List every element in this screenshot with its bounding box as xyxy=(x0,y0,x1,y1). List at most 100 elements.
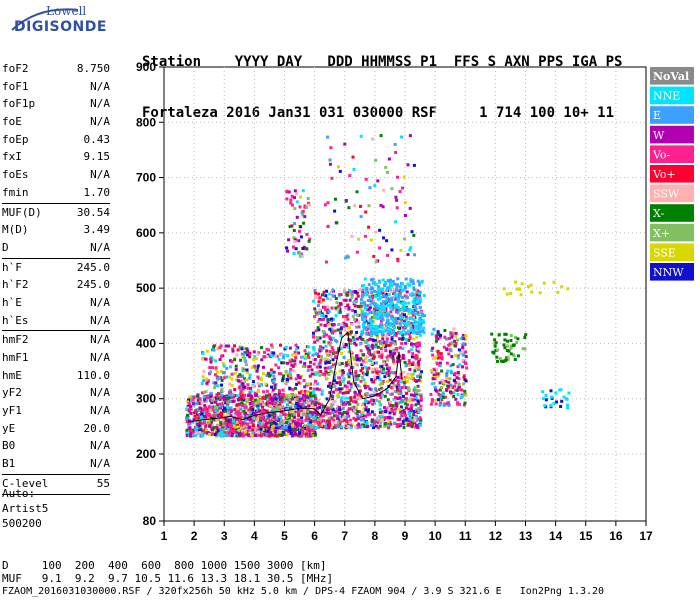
echo-point xyxy=(336,417,340,420)
x-tick-label: 11 xyxy=(459,529,472,543)
echo-point xyxy=(387,407,391,411)
echo-point xyxy=(304,391,308,395)
echo-point xyxy=(312,382,316,386)
echo-point xyxy=(443,329,447,332)
echo-point xyxy=(188,407,192,411)
echo-point xyxy=(355,190,359,194)
echo-point xyxy=(416,329,420,333)
echo-point xyxy=(400,135,403,139)
echo-point xyxy=(314,313,318,316)
echo-point xyxy=(258,395,262,399)
echo-point xyxy=(291,402,295,406)
echo-point xyxy=(294,386,297,390)
echo-point xyxy=(407,350,411,354)
echo-point xyxy=(308,364,312,368)
echo-point xyxy=(293,393,297,397)
echo-point xyxy=(372,316,376,319)
echo-point xyxy=(346,291,350,295)
echo-point xyxy=(348,388,352,392)
footer-file-info: FZAOM_2016031030000.RSF / 320fx256h 50 k… xyxy=(2,586,605,597)
echo-point xyxy=(566,406,570,410)
param-value: N/A xyxy=(90,386,110,400)
echo-point xyxy=(305,398,309,402)
echo-point xyxy=(387,424,391,428)
echo-point xyxy=(205,428,209,432)
echo-point xyxy=(354,400,358,404)
echo-point xyxy=(316,326,320,330)
echo-point xyxy=(376,335,379,339)
echo-point xyxy=(303,426,307,430)
echo-point xyxy=(278,407,282,411)
echo-point xyxy=(260,424,264,428)
param-name: M(D) xyxy=(2,223,29,237)
echo-point xyxy=(363,365,367,369)
echo-point xyxy=(326,201,330,205)
logo-text-digisonde: DIGISONDE xyxy=(14,19,107,35)
echo-point xyxy=(517,287,521,291)
echo-point xyxy=(415,331,419,335)
echo-point xyxy=(392,412,396,416)
echo-point xyxy=(244,410,247,414)
echo-point xyxy=(368,295,372,299)
echo-point xyxy=(256,424,260,427)
echo-point xyxy=(265,389,269,393)
echo-point xyxy=(251,428,255,432)
echo-point xyxy=(371,356,375,360)
echo-point xyxy=(346,303,350,307)
echo-point xyxy=(334,355,337,359)
echo-point xyxy=(272,397,276,400)
echo-point xyxy=(407,308,411,311)
echo-point xyxy=(266,400,270,404)
echo-point xyxy=(318,388,322,392)
echo-point xyxy=(354,290,358,294)
echo-point xyxy=(382,418,386,422)
echo-point xyxy=(286,403,290,407)
echo-point xyxy=(363,384,367,388)
echo-point xyxy=(298,229,301,233)
echo-point xyxy=(273,386,277,390)
echo-point xyxy=(222,364,226,368)
echo-point xyxy=(380,302,384,306)
echo-point xyxy=(298,252,302,256)
echo-point xyxy=(410,321,414,325)
echo-point xyxy=(248,355,252,359)
echo-point xyxy=(382,324,386,328)
echo-point xyxy=(293,240,297,244)
echo-point xyxy=(435,362,439,366)
echo-point xyxy=(416,300,419,304)
echo-point xyxy=(430,349,434,353)
echo-point xyxy=(243,430,247,434)
echo-point xyxy=(385,288,388,292)
echo-point xyxy=(313,340,317,344)
echo-point xyxy=(250,404,254,408)
echo-point xyxy=(212,348,215,351)
echo-point xyxy=(215,423,219,427)
echo-point xyxy=(348,371,352,375)
echo-point xyxy=(238,425,242,429)
echo-point xyxy=(438,388,442,392)
echo-point xyxy=(347,381,350,385)
echo-point xyxy=(366,410,370,414)
echo-point xyxy=(204,424,208,428)
echo-point xyxy=(379,304,383,308)
echo-point xyxy=(303,389,307,393)
echo-point xyxy=(408,367,412,371)
echo-point xyxy=(418,343,422,347)
echo-point xyxy=(550,395,554,399)
echo-point xyxy=(438,364,442,367)
echo-point xyxy=(361,403,364,407)
echo-point xyxy=(248,351,252,355)
echo-point xyxy=(216,408,219,412)
echo-point xyxy=(327,335,331,339)
x-tick-label: 5 xyxy=(281,529,288,543)
echo-point xyxy=(342,321,346,325)
echo-point xyxy=(330,176,334,180)
echo-point xyxy=(410,309,414,313)
echo-point xyxy=(414,312,418,316)
echo-point xyxy=(256,429,260,433)
echo-point xyxy=(301,413,305,417)
echo-point xyxy=(270,371,273,375)
echo-point xyxy=(223,431,227,435)
echo-point xyxy=(293,398,297,402)
